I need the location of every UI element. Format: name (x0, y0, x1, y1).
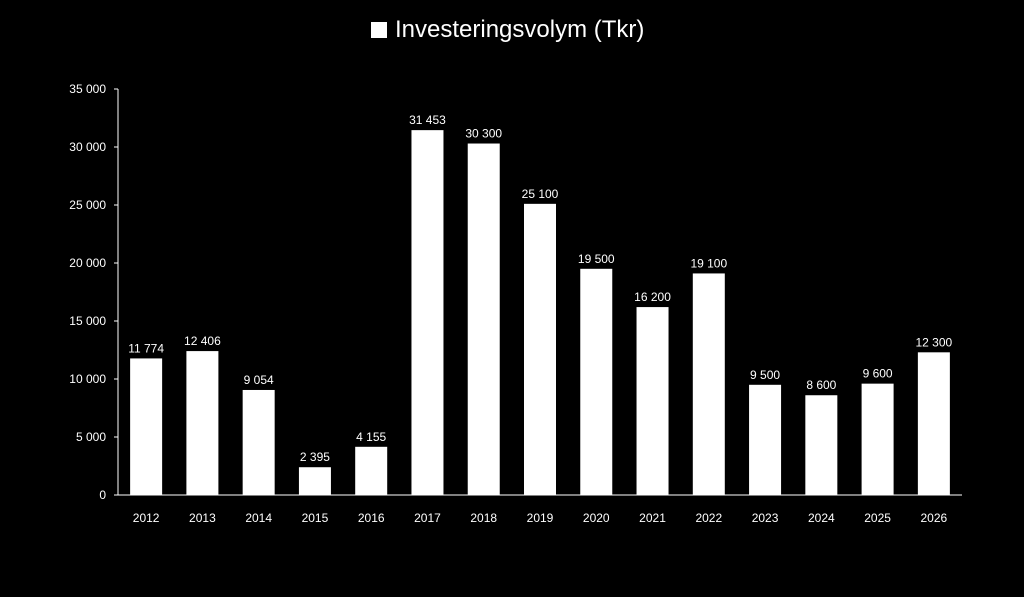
data-label: 12 406 (184, 334, 221, 348)
x-tick-label: 2015 (302, 511, 329, 525)
x-tick-label: 2022 (695, 511, 722, 525)
bar (749, 384, 782, 495)
y-tick-label: 15 000 (69, 314, 106, 328)
data-label: 16 200 (634, 290, 671, 304)
bar (692, 273, 725, 495)
bar (917, 352, 950, 495)
data-label: 8 600 (806, 378, 836, 392)
data-label: 31 453 (409, 113, 446, 127)
bar (636, 307, 669, 495)
x-tick-label: 2013 (189, 511, 216, 525)
bar (861, 383, 894, 495)
legend-label: Investeringsvolym (Tkr) (395, 16, 645, 43)
x-tick-label: 2012 (133, 511, 160, 525)
x-tick-label: 2018 (470, 511, 497, 525)
data-label: 30 300 (465, 127, 502, 141)
bar (524, 203, 556, 495)
x-tick-label: 2016 (358, 511, 385, 525)
x-tick-label: 2017 (414, 511, 441, 525)
y-tick-label: 30 000 (69, 140, 106, 154)
bar (467, 143, 500, 495)
y-tick-label: 0 (99, 488, 106, 502)
data-label: 12 300 (916, 335, 953, 349)
legend: Investeringsvolym (Tkr) (371, 14, 644, 46)
data-label: 11 774 (128, 341, 164, 355)
data-label: 2 395 (300, 450, 330, 464)
x-tick-label: 2020 (583, 511, 610, 525)
x-tick-label: 2019 (527, 511, 554, 525)
data-label: 25 100 (522, 187, 559, 201)
y-tick-label: 25 000 (69, 198, 106, 212)
data-label: 9 500 (750, 368, 780, 382)
data-label: 9 054 (244, 373, 274, 387)
y-tick-label: 5 000 (76, 430, 106, 444)
data-label: 19 100 (690, 256, 727, 270)
bar (298, 467, 331, 495)
legend-swatch (371, 22, 387, 38)
data-label: 19 500 (578, 252, 615, 266)
y-tick-label: 35 000 (69, 82, 106, 96)
x-tick-label: 2023 (752, 511, 779, 525)
bar (355, 446, 388, 495)
bar (805, 395, 838, 495)
y-tick-label: 10 000 (69, 372, 106, 386)
y-tick-label: 20 000 (69, 256, 106, 270)
data-label: 4 155 (356, 430, 386, 444)
x-tick-label: 2014 (245, 511, 272, 525)
bar (242, 389, 275, 495)
x-tick-label: 2024 (808, 511, 835, 525)
bar (411, 130, 444, 495)
x-tick-label: 2025 (864, 511, 891, 525)
bar (130, 358, 163, 495)
bar (580, 268, 613, 495)
data-label: 9 600 (863, 367, 893, 381)
x-tick-label: 2021 (639, 511, 666, 525)
x-tick-label: 2026 (921, 511, 948, 525)
bar (186, 351, 219, 495)
